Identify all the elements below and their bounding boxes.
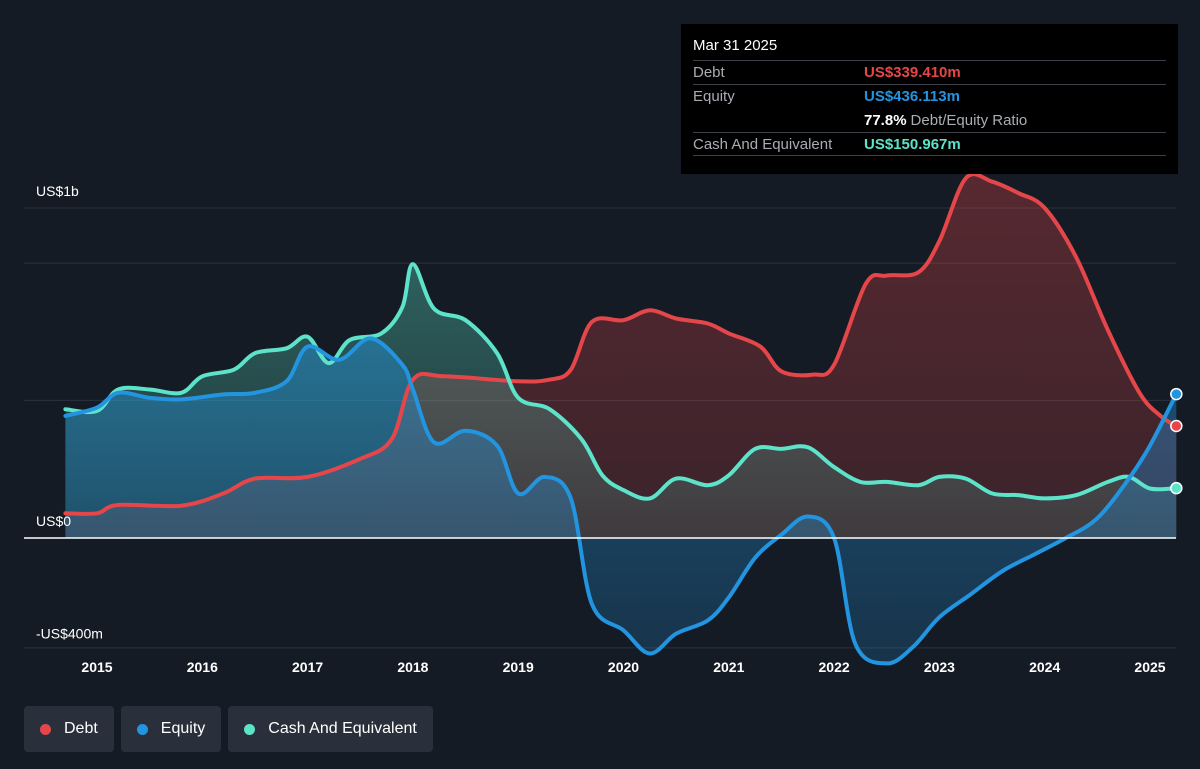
x-axis-label: 2025 (1134, 659, 1165, 675)
cash-dot-icon (244, 723, 256, 735)
legend-cash[interactable]: Cash And Equivalent (228, 706, 433, 752)
legend-equity-label: Equity (160, 720, 206, 737)
legend-debt[interactable]: Debt (24, 706, 114, 752)
tooltip-panel: Mar 31 2025 Debt US$339.410m Equity US$4… (681, 24, 1178, 174)
equity-dot-icon (136, 723, 148, 735)
equity-endpoint (1170, 387, 1183, 401)
chart-legend: Debt Equity Cash And Equivalent (24, 706, 433, 752)
y-axis-label: US$1b (36, 183, 79, 199)
tooltip-debt-row: Debt US$339.410m (693, 60, 1166, 84)
tooltip-equity-value: US$436.113m (864, 88, 960, 105)
tooltip-cash-row: Cash And Equivalent US$150.967m (693, 132, 1166, 156)
series-lines (63, 172, 1179, 666)
tooltip-debt-value: US$339.410m (864, 64, 961, 81)
debt-dot-icon (40, 723, 51, 735)
y-axis-label: -US$400m (36, 625, 103, 641)
cash-line (63, 262, 1179, 501)
tooltip-ratio-row: 77.8% Debt/Equity Ratio (693, 108, 1166, 132)
series-areas (65, 174, 1177, 664)
x-axis-labels: 2015 2016 2017 2018 2019 2020 2021 2022 2023 2024… (81, 659, 1165, 675)
debt-line (63, 172, 1179, 516)
tooltip-equity-row: Equity US$436.113m (693, 84, 1166, 108)
tooltip-equity-label: Equity (693, 88, 735, 105)
tooltip-cash-label: Cash And Equivalent (693, 135, 833, 153)
cash-endpoint (1170, 481, 1183, 495)
x-axis-label: 2015 (81, 659, 112, 675)
series-endpoints (1170, 387, 1183, 495)
x-axis-label: 2017 (292, 659, 323, 675)
x-axis-label: 2020 (608, 659, 639, 675)
tooltip-ratio-value: 77.8% (864, 111, 907, 129)
debt-endpoint (1170, 419, 1183, 433)
y-axis-label: US$0 (36, 513, 71, 529)
tooltip-debt-label: Debt (693, 64, 725, 81)
x-axis-label: 2023 (924, 659, 955, 675)
x-axis-label: 2021 (713, 659, 744, 675)
equity-line (63, 336, 1179, 666)
tooltip-ratio-label: Debt/Equity Ratio (910, 111, 1028, 129)
tooltip-cash-value: US$150.967m (864, 135, 961, 153)
x-axis-label: 2016 (187, 659, 218, 675)
debt-area (65, 174, 1177, 538)
equity-area (65, 338, 1177, 664)
y-axis-labels: US$1b US$0 -US$400m (36, 183, 103, 641)
x-axis-label: 2022 (819, 659, 850, 675)
legend-cash-label: Cash And Equivalent (268, 720, 417, 737)
x-axis-label: 2024 (1029, 659, 1060, 675)
x-axis-label: 2019 (503, 659, 534, 675)
legend-equity[interactable]: Equity (120, 706, 222, 752)
legend-debt-label: Debt (64, 720, 98, 737)
tooltip-date: Mar 31 2025 (693, 37, 778, 54)
x-axis-label: 2018 (397, 659, 428, 675)
